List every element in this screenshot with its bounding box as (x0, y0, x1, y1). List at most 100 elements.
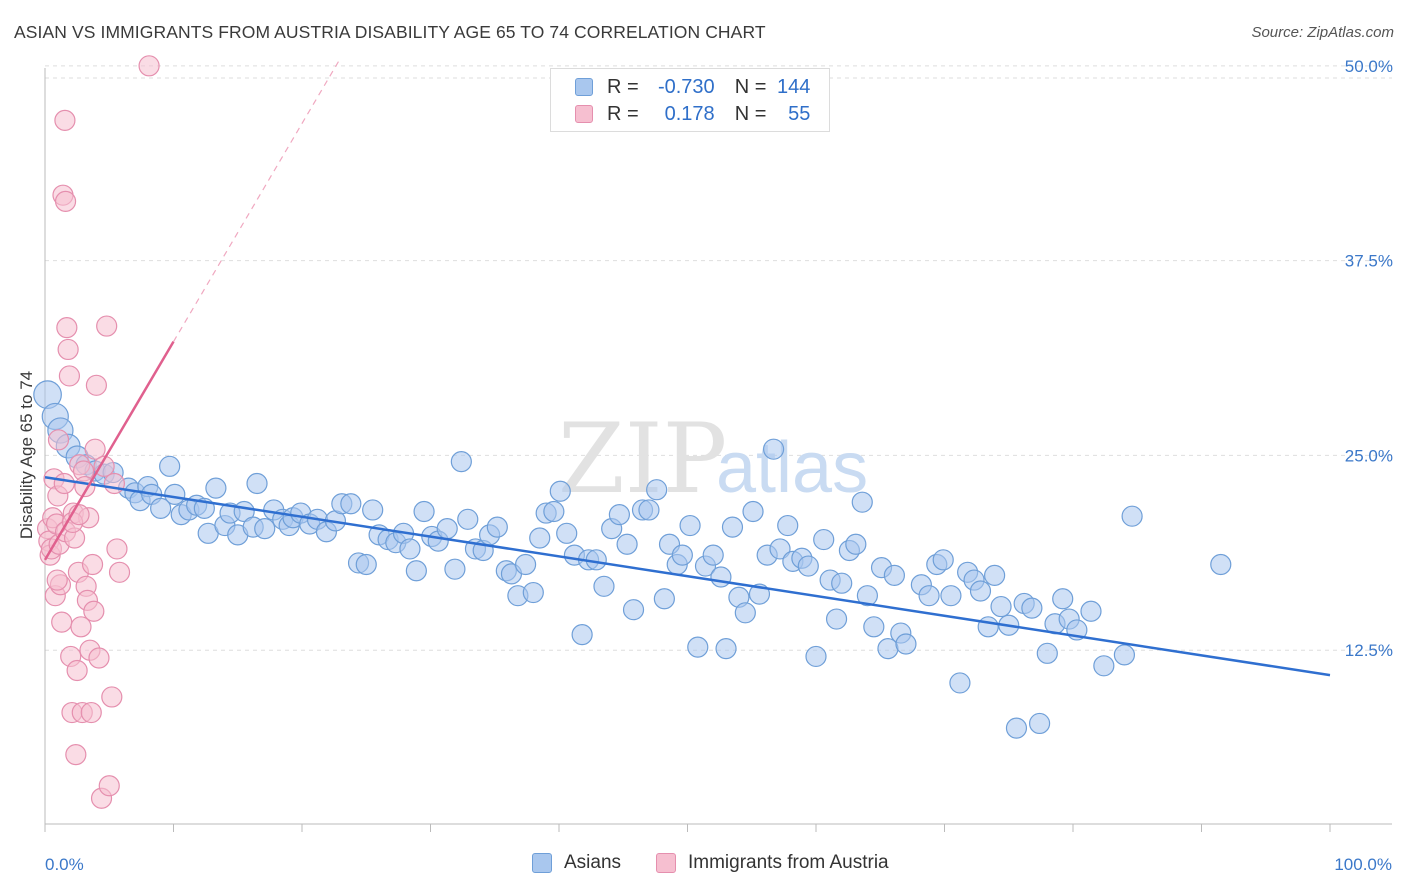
asian-point (715, 638, 737, 660)
austria-point (96, 315, 118, 337)
legend: R = -0.730 N = 144 R = 0.178 N = 55 (550, 68, 830, 132)
asian-point (646, 479, 668, 501)
asian-point (851, 491, 873, 513)
austria-point (51, 611, 73, 633)
austria-point (85, 374, 108, 396)
watermark-zip: ZIP (558, 403, 727, 515)
asian-point (436, 518, 458, 540)
chart-title: ASIAN VS IMMIGRANTS FROM AUSTRIA DISABIL… (14, 22, 766, 42)
trend-lines (43, 57, 1331, 677)
legend-n-value: 144 (777, 75, 811, 98)
asian-point (742, 500, 764, 523)
asian-point (254, 518, 276, 540)
asian-point (556, 522, 578, 544)
asian-point (990, 595, 1012, 618)
asian-point (1021, 597, 1043, 619)
asian-point (895, 633, 917, 655)
legend-r-label: R = (607, 75, 639, 98)
asian-point (608, 504, 630, 526)
asian-point (362, 499, 384, 521)
y-tick-label: 37.5% (1345, 252, 1393, 271)
austria-point (57, 338, 79, 361)
austria-point (101, 686, 123, 708)
austria-point (84, 438, 106, 460)
asian-point (1121, 505, 1143, 527)
asian-point (399, 538, 421, 560)
asian-point (457, 508, 479, 530)
austria-point (98, 775, 120, 797)
y-axis-label: Disability Age 65 to 74 (17, 371, 36, 539)
asian-point (355, 553, 377, 576)
legend-row-asians: R = -0.730 N = 144 (575, 74, 810, 100)
austria-point (66, 659, 88, 682)
asian-point (340, 493, 362, 515)
asian-point (571, 624, 593, 646)
austria-point (65, 744, 87, 766)
austria-point (106, 538, 128, 560)
asian-point (805, 645, 827, 668)
asian-point (514, 553, 537, 576)
legend-row-austria: R = 0.178 N = 55 (575, 101, 810, 127)
austria-point (54, 109, 76, 131)
x-tick-label: 0.0% (45, 855, 84, 874)
asian-point (1028, 712, 1051, 735)
austria-point (54, 190, 77, 213)
trend-line-austria-extension (172, 57, 342, 342)
trend-line-asians (44, 475, 1331, 677)
asian-point (405, 560, 427, 582)
asian-point (883, 564, 905, 587)
asian-point (1052, 588, 1074, 610)
asian-point (969, 580, 992, 602)
austria-point (88, 647, 110, 669)
asian-point (593, 575, 615, 597)
asian-point (486, 516, 508, 538)
asian-point (918, 585, 940, 607)
asian-point (984, 564, 1006, 587)
austria-point (138, 55, 160, 77)
series-asians (33, 380, 1232, 739)
asian-point (543, 500, 565, 523)
y-tick-label: 50.0% (1345, 57, 1393, 76)
axes: 12.5% 25.0% 37.5% 50.0% 0.0% 100.0% (44, 57, 1393, 874)
austria-point (108, 561, 131, 583)
austria-point (103, 472, 125, 495)
asian-point (638, 499, 660, 521)
y-tick-label: 12.5% (1345, 641, 1393, 660)
asian-point (1210, 553, 1232, 576)
austria-point (47, 429, 70, 451)
bottom-legend-label-austria: Immigrants from Austria (688, 852, 889, 873)
asian-point (845, 533, 867, 555)
austria-point (93, 455, 115, 477)
asian-point (622, 599, 645, 621)
asian-point (616, 533, 638, 555)
asian-point (444, 558, 466, 580)
asian-point (825, 608, 848, 630)
asian-point (246, 472, 268, 495)
legend-n-value: 55 (788, 102, 811, 125)
austria-point (58, 365, 81, 387)
asian-point (653, 588, 675, 610)
bottom-legend-swatch-asians (532, 853, 552, 873)
asian-point (164, 483, 186, 505)
x-tick-label: 100.0% (1334, 855, 1392, 874)
asian-point (549, 480, 571, 502)
asian-point (762, 438, 785, 460)
asian-point (863, 616, 885, 638)
asian-point (671, 544, 693, 566)
asian-point (413, 500, 435, 523)
asian-point (721, 516, 744, 538)
legend-swatch-asians (575, 78, 593, 96)
asian-point (702, 544, 724, 566)
bottom-legend-swatch-austria (656, 853, 676, 873)
austria-point (46, 569, 68, 591)
asian-point (1080, 600, 1102, 622)
asian-point (932, 549, 954, 571)
austria-point (81, 553, 104, 576)
asian-point (710, 566, 732, 588)
source-label: Source: ZipAtlas.com (1251, 24, 1394, 41)
asian-point (831, 572, 853, 594)
series-austria (36, 55, 160, 809)
asian-point (769, 538, 791, 560)
bottom-legend-austria: Immigrants from Austria (656, 852, 889, 874)
